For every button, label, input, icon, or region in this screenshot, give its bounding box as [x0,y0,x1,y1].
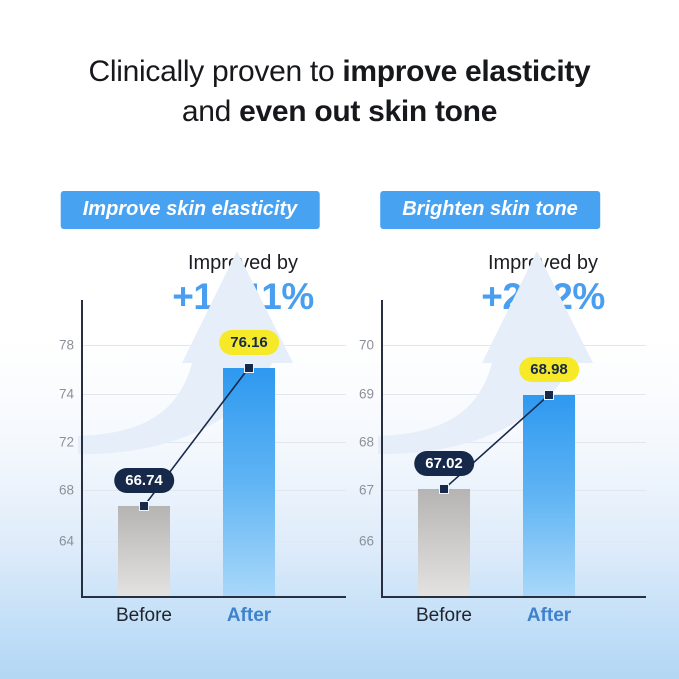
gridline [82,541,346,542]
headline: Clinically proven to improve elasticity … [0,52,679,132]
y-tick: 78 [58,337,74,353]
headline-mid: and [181,95,232,128]
x-axis-line [81,596,346,598]
y-axis-line [81,300,83,598]
gridline [382,541,646,542]
headline-bold-elasticity: improve elasticity [342,55,591,88]
headline-bold-skin-tone: even out skin tone [239,95,498,128]
y-tick: 67 [358,482,374,498]
gridline [382,490,646,491]
data-point-marker-after [544,389,554,400]
x-label-after: After [526,605,572,626]
bar-after [523,394,575,596]
value-label-before: 67.02 [414,451,474,477]
y-tick: 64 [58,533,74,549]
chart-badge-elasticity: Improve skin elasticity [60,191,320,229]
y-tick: 68 [58,482,74,498]
bar-after [223,367,275,596]
y-tick: 66 [358,533,374,549]
x-label-after: After [226,605,272,626]
x-axis-labels: Before After [330,605,650,633]
x-axis-labels: Before After [30,605,350,633]
y-tick: 74 [58,386,74,402]
y-tick: 70 [358,337,374,353]
x-label-before: Before [416,605,472,626]
y-tick: 72 [58,434,74,450]
headline-prefix: Clinically proven to [88,55,335,88]
value-label-after: 68.98 [519,356,579,382]
up-arrow-watermark-icon [78,251,293,455]
y-tick: 68 [358,434,374,450]
y-tick: 69 [358,386,374,402]
data-point-marker-before [439,484,449,495]
data-point-marker-after [244,362,254,373]
value-label-before: 66.74 [114,468,174,494]
x-label-before: Before [116,605,172,626]
up-arrow-watermark-icon [378,251,593,455]
chart-badge-skin-tone: Brighten skin tone [380,191,600,229]
bar-before [118,506,170,596]
x-axis-line [381,596,646,598]
chart-panel-skin-tone: Brighten skin tone Improved by +2.92% 70… [330,190,650,670]
value-label-after: 76.16 [219,329,279,355]
data-point-marker-before [139,501,149,512]
chart-panel-elasticity: Improve skin elasticity Improved by +14.… [30,190,350,670]
bar-before [418,489,470,596]
y-axis-line [381,300,383,598]
